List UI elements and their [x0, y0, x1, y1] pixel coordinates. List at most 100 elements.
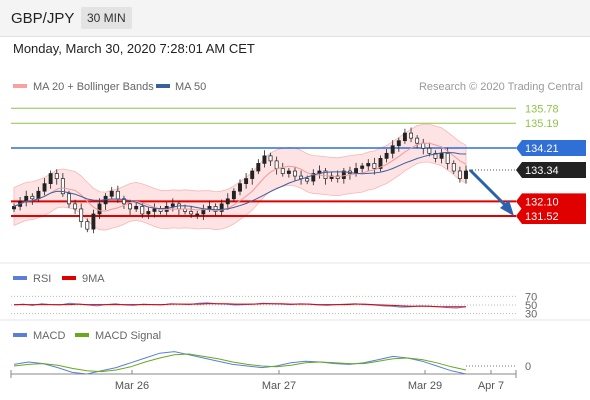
level-label: 134.21	[525, 143, 559, 155]
price-levels: 135.78 135.19 134.21 133.34 132.10 131.52	[11, 103, 586, 224]
candle-body	[225, 198, 230, 205]
candle-body	[396, 140, 401, 147]
candle-body	[445, 152, 450, 164]
level-label-box	[516, 208, 586, 224]
legend-macd-signal: MACD Signal	[95, 330, 161, 342]
candle-body	[262, 155, 267, 164]
candle-body	[256, 163, 261, 172]
candle-body	[341, 170, 346, 179]
moving-averages	[13, 142, 467, 212]
rsi-ma-line	[14, 303, 466, 308]
candle-body	[280, 168, 285, 174]
candle-body	[390, 145, 395, 154]
candle-body	[42, 183, 47, 192]
candle-body	[335, 175, 340, 179]
level-label: 135.19	[525, 118, 559, 130]
candle-body	[378, 158, 383, 169]
level-label: 132.10	[525, 196, 559, 208]
candle-body	[305, 178, 310, 182]
legend-bb: MA 20 + Bollinger Bands	[33, 81, 154, 93]
candle-body	[274, 160, 279, 169]
candle-body	[109, 190, 114, 197]
candle-body	[60, 178, 65, 195]
ma50-line	[13, 151, 467, 211]
candle-body	[409, 132, 413, 139]
legend-rsi: RSI	[33, 273, 51, 285]
candle-body	[85, 221, 90, 230]
legend-rsi-swatch	[13, 276, 27, 280]
candle-body	[73, 203, 78, 210]
chart-datetime: Monday, March 30, 2020 7:28:01 AM CET	[13, 41, 255, 56]
rsi-line	[13, 302, 467, 309]
candle-body	[293, 170, 297, 177]
candle-body	[427, 147, 432, 154]
candle-body	[219, 203, 224, 212]
candle-body	[457, 170, 462, 179]
candle-body	[268, 155, 273, 162]
macd-line	[13, 351, 467, 375]
candle-body	[152, 208, 157, 212]
rsi-level-label: 50	[525, 300, 537, 312]
candle-body	[30, 195, 35, 200]
candle-body	[238, 183, 242, 192]
candle-body	[121, 198, 126, 205]
level-label: 135.78	[525, 103, 559, 115]
candle-body	[372, 163, 377, 169]
candle-body	[231, 190, 236, 200]
candle-body	[207, 206, 212, 210]
candle-body	[433, 152, 438, 159]
candle-body	[384, 152, 389, 159]
candle-body	[12, 206, 16, 210]
forecast-arrow-head	[500, 200, 514, 216]
candle-body	[250, 170, 255, 179]
candle-body	[189, 211, 194, 215]
candle-body	[24, 195, 29, 202]
toolbar: GBP/JPY 30 MIN	[0, 0, 590, 37]
level-label: 133.34	[525, 165, 559, 177]
candle-body	[97, 203, 102, 215]
candle-body	[213, 206, 218, 212]
x-tick-label: Mar 27	[262, 380, 296, 392]
candle-body	[360, 165, 365, 169]
candle-body	[134, 206, 139, 210]
candle-body	[48, 173, 53, 184]
legend-ma50-swatch	[156, 84, 170, 88]
macd-signal-line	[13, 353, 467, 373]
candle-body	[415, 137, 420, 144]
candle-body	[311, 173, 316, 182]
ma20-line	[13, 142, 467, 212]
legend-macd-signal-swatch	[75, 333, 89, 337]
candle-body	[36, 190, 41, 200]
candle-body	[170, 203, 175, 207]
candle-body	[244, 178, 249, 184]
candle-body	[451, 163, 456, 172]
timeframe-button[interactable]: 30 MIN	[81, 7, 132, 29]
legend-macd: MACD	[33, 330, 65, 342]
candle-body	[402, 132, 407, 142]
candle-body	[439, 152, 444, 159]
candle-body	[323, 170, 328, 179]
candle-body	[366, 163, 371, 167]
rsi-level-label: 70	[525, 291, 537, 303]
candle-body	[91, 213, 96, 230]
candle-body	[79, 208, 84, 222]
macd-panel: 0	[13, 351, 531, 375]
rsi-level-label: 30	[525, 309, 537, 321]
candle-body	[146, 211, 151, 215]
x-tick-label: Apr 7	[478, 380, 504, 392]
x-tick-label: Mar 29	[408, 380, 442, 392]
candle-body	[286, 170, 291, 174]
legend-macd-swatch	[13, 333, 27, 337]
candle-body	[464, 170, 468, 179]
x-tick-label: Mar 26	[115, 380, 149, 392]
candle-body	[54, 173, 59, 179]
legend-bb-swatch	[13, 84, 27, 88]
level-label-box	[516, 140, 586, 156]
candle-body	[140, 206, 145, 215]
forecast-arrow-shaft	[468, 168, 510, 210]
legend-ma50: MA 50	[175, 81, 206, 93]
legend-rsi-ma: 9MA	[82, 273, 105, 285]
candle-body	[115, 190, 120, 200]
